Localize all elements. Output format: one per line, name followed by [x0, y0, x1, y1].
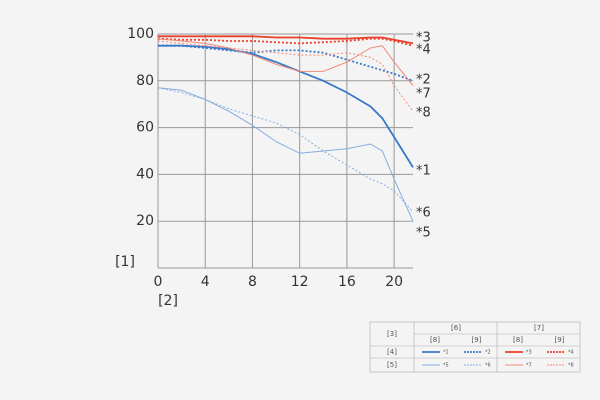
series-end-label: *4	[416, 43, 431, 58]
series-end-label: *1	[416, 164, 431, 179]
x-tick-label: 0	[154, 274, 163, 290]
y-tick-label: 40	[136, 166, 154, 182]
series-end-label: *3	[416, 31, 431, 46]
table-subheader: [8]	[513, 336, 523, 344]
series-end-label: *7	[416, 87, 431, 102]
legend-label: *6	[485, 363, 491, 369]
series-end-label: *2	[416, 73, 431, 88]
y-tick-label: 80	[136, 73, 154, 89]
table-group: [6]	[451, 324, 461, 332]
series-line	[157, 38, 414, 86]
legend-label: *4	[568, 350, 574, 356]
series-line	[157, 87, 414, 213]
x-tick-label: 12	[291, 274, 309, 290]
x-tick-label: 4	[201, 274, 210, 290]
legend-label: *3	[526, 350, 532, 356]
legend-label: *2	[485, 350, 491, 356]
series-line	[158, 44, 414, 82]
legend-label: *5	[443, 363, 449, 369]
legend-label: *1	[443, 350, 449, 356]
series-end-label: *8	[416, 106, 431, 121]
table-row-label: [5]	[387, 361, 397, 369]
y-tick-label: 20	[136, 213, 154, 229]
legend-table-frame	[369, 321, 581, 373]
series-end-label: *6	[416, 206, 431, 221]
table-corner: [3]	[387, 330, 397, 338]
y-axis-label: [1]	[115, 254, 135, 270]
series-line	[157, 40, 414, 112]
table-row-label: [4]	[387, 348, 397, 356]
x-tick-label: 16	[338, 274, 356, 290]
y-tick-label: 60	[136, 120, 154, 136]
table-subheader: [8]	[430, 336, 440, 344]
x-tick-label: 20	[385, 274, 403, 290]
series-line	[158, 44, 414, 168]
legend-label: *7	[526, 363, 532, 369]
x-axis-label: [2]	[158, 293, 178, 309]
x-tick-label: 8	[248, 274, 257, 290]
table-subheader: [9]	[472, 336, 482, 344]
series-line	[158, 35, 414, 45]
table-subheader: [9]	[555, 336, 565, 344]
series-end-label: *5	[416, 226, 431, 241]
series-line	[157, 87, 414, 222]
legend-label: *8	[568, 363, 574, 369]
y-tick-label: 100	[127, 26, 154, 42]
series-line	[157, 37, 414, 47]
table-group: [7]	[534, 324, 544, 332]
